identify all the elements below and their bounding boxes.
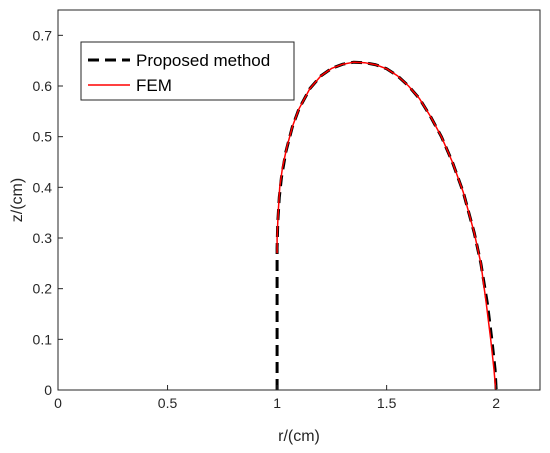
x-axis-label: r/(cm) [278, 428, 320, 445]
plot-frame [57, 9, 541, 391]
y-tick-label: 0.3 [33, 230, 53, 246]
y-tick-label: 0 [44, 382, 52, 398]
legend-label-fem: FEM [136, 76, 172, 95]
ticks-layer: 0 0.5 1 1.5 2 0 0.1 0.2 0.3 0.4 0.5 0.6 0.7 [33, 27, 501, 411]
x-tick-label: 1.5 [377, 395, 397, 411]
y-axis-label: z/(cm) [9, 178, 26, 222]
x-tick-label: 1 [273, 395, 281, 411]
legend-label-proposed-method: Proposed method [136, 51, 270, 70]
series-line-fem [276, 61, 497, 391]
y-tick-label: 0.5 [33, 129, 53, 145]
y-tick-label: 0.6 [33, 78, 53, 94]
x-tick-label: 2 [492, 395, 500, 411]
series-layer [275, 60, 498, 391]
y-tick-label: 0.7 [33, 27, 53, 43]
y-tick-label: 0.4 [33, 179, 53, 195]
legend-box [80, 41, 295, 101]
x-tick-label: 0 [54, 395, 62, 411]
y-tick-label: 0.1 [33, 331, 53, 347]
x-tick-label: 0.5 [158, 395, 178, 411]
y-tick-label: 0.2 [33, 281, 53, 297]
legend: Proposed method FEM [80, 41, 295, 101]
